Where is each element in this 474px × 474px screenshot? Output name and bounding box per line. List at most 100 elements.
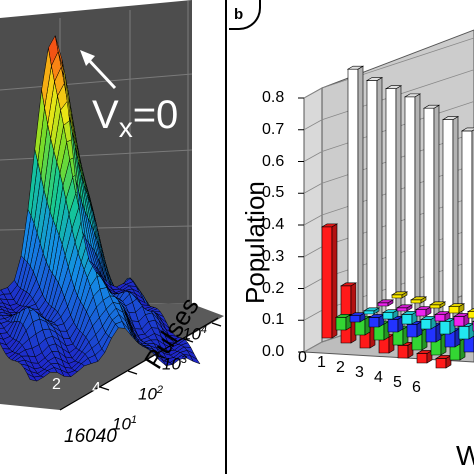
panel-b-bar-front <box>458 325 470 340</box>
panel-b-bar-top <box>390 291 409 296</box>
panel-a-ytick-2: 102 <box>138 384 163 405</box>
panel-b-bar-front <box>387 318 399 333</box>
panel-a-gridline <box>0 149 193 161</box>
panel-b-bar-top <box>362 307 381 312</box>
panel-b-bar-front <box>391 294 403 299</box>
panel-b-ytick-label: 0.8 <box>262 89 285 106</box>
panel-a-ytick-1: 101 <box>112 414 137 435</box>
panel-b-bar-front <box>347 68 359 321</box>
vx-annotation-rest: =0 <box>132 93 179 137</box>
panel-b-bar-front <box>382 312 394 320</box>
panel-b-bar-top <box>409 296 428 301</box>
panel-b-gridline-side <box>303 341 323 353</box>
panel-b-xtick-label: 6 <box>412 379 421 396</box>
ytick-3-exp: 3 <box>180 354 188 366</box>
panel-b-xtick-label: 0 <box>298 349 307 366</box>
panel-b-bar-top <box>460 127 474 132</box>
panel-b-ytick-label: 0.2 <box>262 279 285 297</box>
panel-b-bar-front <box>415 309 427 317</box>
panel-b-xtick-label: 4 <box>374 369 383 386</box>
ytick-1-base: 10 <box>112 414 131 434</box>
panel-b-bar-top <box>447 303 466 307</box>
panel-b-bar-top <box>466 308 474 312</box>
panel-b-gridline <box>321 37 474 89</box>
vx-annotation-v: V <box>92 93 119 137</box>
panel-b-bar-front <box>439 320 451 335</box>
panel-b-bar-top <box>422 104 441 109</box>
panel-a-surface <box>0 34 201 382</box>
panel-a-tick <box>211 322 222 327</box>
panel-b-bar-front <box>363 310 375 315</box>
panel-b-bar-front <box>434 314 446 322</box>
panel-b-ytick-label: 0.1 <box>262 311 285 329</box>
ytick-3-base: 10 <box>162 354 181 374</box>
ytick-4-exp: 4 <box>200 324 208 336</box>
panel-b-bar-front <box>435 358 447 369</box>
panel-b-bar-front <box>410 299 422 304</box>
panel-b-bar-top <box>384 85 403 89</box>
ytick-4-base: 10 <box>182 324 201 344</box>
panel-b-bar-front <box>377 302 389 307</box>
panel-b-ytick-label: 0.6 <box>262 152 285 170</box>
panel-b-ytick-label: 0.5 <box>262 184 285 202</box>
panel-b-bar-top <box>428 301 447 306</box>
panel-a-xtick-2: 2 <box>52 376 61 393</box>
panel-a-surface-cell <box>122 278 134 285</box>
panel-b-ytick-marks <box>298 97 304 353</box>
panel-b-xlabel-fragment: W <box>456 440 474 471</box>
panel-b-bar-top <box>320 223 339 228</box>
panel-a <box>0 0 224 411</box>
panel-b-bar-top <box>376 299 395 304</box>
panel-b-bar-front <box>368 317 380 328</box>
panel-a-tick-marks <box>99 322 222 391</box>
panel-b-gridline-side <box>303 246 323 258</box>
panel-b-bar-front <box>467 311 474 319</box>
panel-b-bar-front <box>397 344 409 359</box>
panel-a-gridline <box>0 73 193 91</box>
panel-a-tick <box>183 338 194 343</box>
panel-b-ytick-label: 0.0 <box>262 343 285 360</box>
panel-b-gridline-side <box>303 182 323 194</box>
panel-b-gridline-side <box>303 214 323 226</box>
panel-b-bar-front <box>406 323 418 338</box>
panel-a-tick <box>127 370 138 375</box>
panel-b-bar-top <box>365 77 384 81</box>
panel-a-xtick-4: 4 <box>92 380 101 397</box>
panel-a-arrow <box>84 55 117 90</box>
panel-b-bar-top <box>403 93 422 98</box>
panel-a-arrow-head <box>80 50 95 66</box>
panel-b-bars <box>320 65 474 369</box>
panel-b-xtick-label: 3 <box>355 364 364 381</box>
panel-b-bar-front <box>453 316 465 327</box>
panel-a-ytick-3: 103 <box>162 354 187 375</box>
panel-b-xtick-label: 1 <box>317 354 326 371</box>
panel-b-bar-front <box>366 80 378 326</box>
panel-b-bar-side <box>357 65 364 321</box>
panel-b-bar-front <box>396 307 408 312</box>
panel-b-gridline-side <box>303 278 323 289</box>
panel-b-bar-front <box>349 315 361 323</box>
panel-b-bar-front <box>416 353 428 364</box>
panel-b-gridline-side <box>303 309 323 321</box>
panel-b-tag: b <box>234 6 244 23</box>
panel-b-bar-front <box>321 226 333 339</box>
panel-b-gridline-side <box>303 119 323 131</box>
panel-a-axis-line <box>59 317 219 411</box>
panel-a-x-corner: 16040 <box>64 426 117 447</box>
panel-b-gridline-side <box>303 151 323 162</box>
panel-a-tick <box>155 354 166 359</box>
panel-b-bar-front <box>448 306 460 314</box>
panel-b-bar-front <box>429 304 441 309</box>
ytick-2-exp: 2 <box>156 384 164 396</box>
panel-b-ytick-label: 0.4 <box>262 216 285 233</box>
panel-b-bar-front <box>335 316 347 331</box>
panel-b-xtick-label: 5 <box>393 374 402 391</box>
panel-b-xtick-label: 2 <box>336 359 345 376</box>
panel-a-ytick-4: 104 <box>182 324 207 345</box>
panel-b-bar-front <box>401 314 413 325</box>
panel-b-bar-top <box>339 282 358 287</box>
panel-b-gridline-side <box>303 87 323 99</box>
ytick-2-base: 10 <box>138 384 157 404</box>
panel-b-bar-side <box>376 76 383 326</box>
